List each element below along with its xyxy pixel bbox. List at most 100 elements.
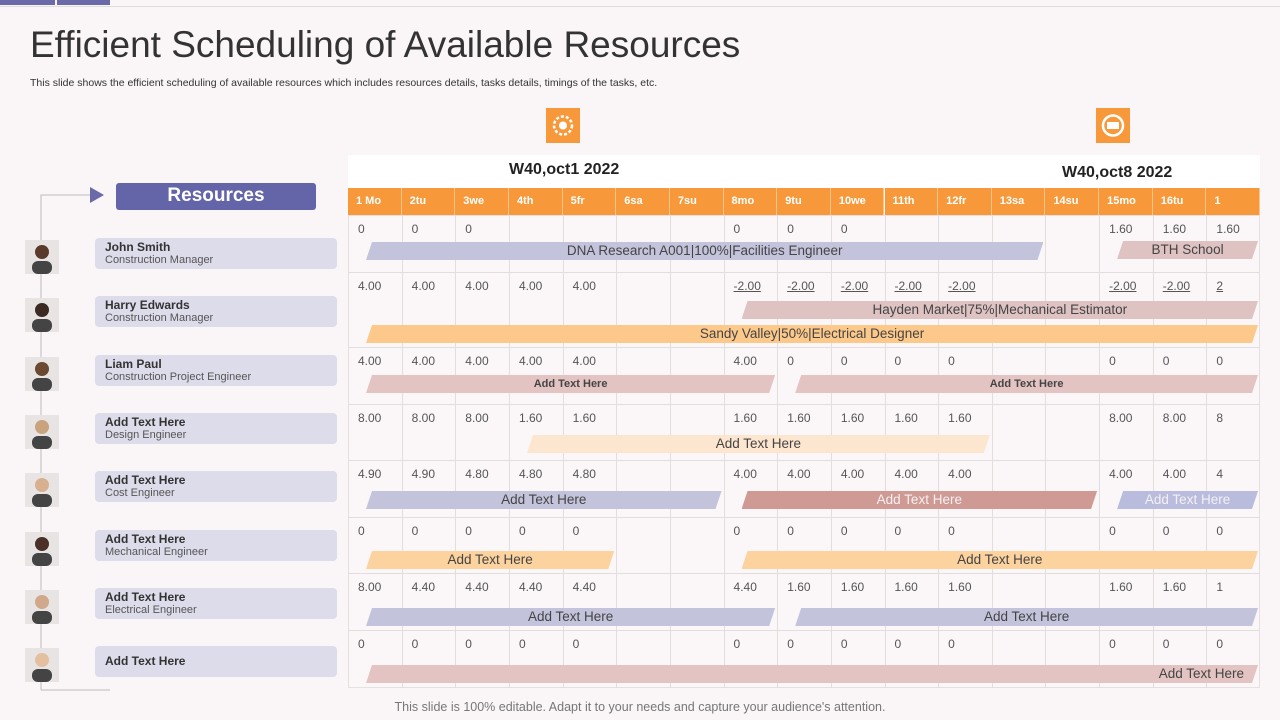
cell-value: 0 [1216, 354, 1224, 368]
cell-value: 1.60 [1109, 580, 1133, 594]
cell-value: 4.40 [572, 580, 596, 594]
day-header: 14su [1045, 188, 1100, 215]
photo [25, 648, 59, 682]
resource-card: John Smith Construction Manager [95, 238, 337, 269]
cell-value: 1.60 [733, 411, 757, 425]
cell-value: 8.00 [1162, 411, 1187, 425]
avatar [32, 537, 52, 566]
day-header: 7su [669, 188, 724, 215]
task-bar: BTH School [1117, 241, 1258, 259]
day-header: 8mo [723, 188, 778, 215]
resource-card: Add Text Here [95, 646, 337, 677]
cell-value: 8.00 [358, 411, 382, 425]
cell-value: 4.00 [1109, 467, 1133, 481]
cell-value: 0 [733, 222, 741, 236]
cell-value: -2.00 [787, 279, 815, 293]
resource-card: Add Text Here Electrical Engineer [95, 588, 337, 619]
resource-role: Mechanical Engineer [105, 546, 208, 558]
cell-value: 4.00 [787, 467, 811, 481]
cell-value: 0 [1216, 524, 1224, 538]
resource-role: Construction Manager [105, 312, 214, 324]
avatar [32, 362, 52, 391]
cell-value: 1.60 [787, 411, 811, 425]
cell-value: 0 [840, 222, 848, 236]
cell-value: 4.00 [465, 354, 489, 368]
grid-line [1045, 215, 1047, 688]
photo [25, 590, 59, 624]
resource-role: Cost Engineer [105, 487, 175, 499]
cell-value: 8.00 [465, 411, 489, 425]
cell-value: 1.60 [1162, 222, 1187, 236]
cell-value: 4.00 [518, 279, 543, 293]
cell-value: 8.00 [411, 411, 435, 425]
cell-value: 0 [840, 637, 848, 651]
cell-value: 0 [411, 637, 419, 651]
photo [25, 415, 59, 449]
cell-value: 4 [1216, 467, 1224, 481]
cell-value: 4.00 [572, 354, 596, 368]
cell-value: 8.00 [358, 580, 382, 594]
grid-line [455, 215, 457, 688]
resource-name: Liam Paul [105, 357, 162, 371]
cell-value: 4.00 [733, 354, 757, 368]
photo [25, 357, 59, 391]
cell-value: 4.00 [733, 467, 757, 481]
day-header: 3we [455, 188, 509, 215]
resource-card: Add Text Here Cost Engineer [95, 471, 337, 502]
cell-value: 0 [411, 524, 419, 538]
task-bar: Add Text Here [366, 491, 722, 509]
task-bar: Add Text Here [366, 608, 775, 626]
cell-value: 0 [1109, 637, 1116, 651]
avatar [32, 653, 52, 682]
cell-value: 4.90 [358, 467, 382, 481]
resource-card: Harry Edwards Construction Manager [95, 296, 337, 327]
avatar [32, 595, 52, 624]
cell-value: 4.00 [358, 354, 382, 368]
top-rule [0, 6, 1280, 7]
cell-value: 0 [787, 637, 794, 651]
resources-heading: Resources [116, 183, 316, 210]
day-header: 12fr [938, 188, 992, 215]
cell-value: 1.60 [894, 580, 918, 594]
cell-value: 4.00 [411, 354, 435, 368]
cell-value: 1.60 [840, 580, 865, 594]
cell-value: 0 [733, 524, 741, 538]
cell-value: 1.60 [787, 580, 811, 594]
photo [25, 473, 59, 507]
cell-value: 0 [894, 524, 902, 538]
cell-value: -2.00 [733, 279, 761, 293]
resource-name: Add Text Here [105, 590, 186, 604]
cell-value: 4.40 [733, 580, 757, 594]
grid-line [991, 215, 993, 688]
cell-value: 0 [572, 524, 580, 538]
resource-card: Add Text Here Design Engineer [95, 413, 337, 444]
top-accent [0, 0, 55, 5]
task-bar: Add Text Here [795, 375, 1258, 393]
week-header [348, 155, 1260, 188]
resource-name: Add Text Here [105, 654, 186, 668]
title: Efficient Scheduling of Available Resour… [30, 24, 741, 65]
resource-card: Liam Paul Construction Project Engineer [95, 355, 337, 386]
cell-value: 0 [948, 637, 955, 651]
subtitle: This slide shows the efficient schedulin… [30, 77, 658, 89]
cell-value: 0 [894, 637, 902, 651]
task-bar: Add Text Here [795, 608, 1258, 626]
resource-card: Add Text Here Mechanical Engineer [95, 530, 337, 561]
top-accent [57, 0, 110, 5]
cell-value: 1.60 [948, 411, 972, 425]
cell-value: -2.00 [894, 279, 922, 293]
grid-line [348, 630, 1260, 631]
resource-role: Construction Manager [105, 254, 214, 266]
resource-name: John Smith [105, 240, 171, 254]
cell-value: 0 [358, 222, 365, 236]
cell-value: 0 [1109, 524, 1116, 538]
cell-value: 8 [1216, 411, 1224, 425]
cell-value: 1.60 [1216, 222, 1240, 236]
grid-line [508, 215, 510, 688]
cell-value: -2.00 [1109, 279, 1137, 293]
cell-value: -2.00 [1162, 279, 1191, 293]
photo [25, 298, 59, 332]
cell-value: 0 [518, 524, 526, 538]
day-header: 16tu [1152, 188, 1207, 215]
cell-value: 4.80 [518, 467, 543, 481]
